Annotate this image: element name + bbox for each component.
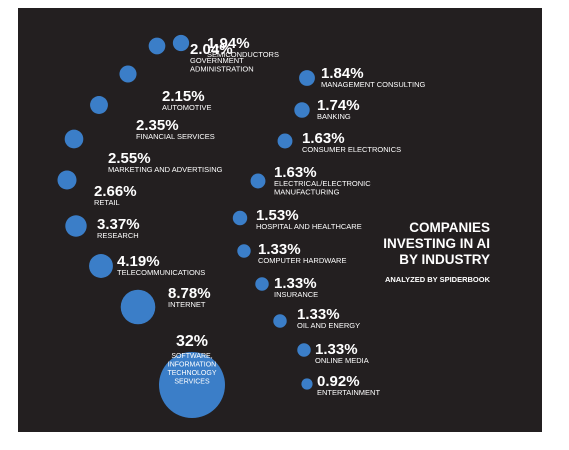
chart-title: COMPANIES (409, 220, 490, 235)
category-label: INFORMATION (168, 362, 216, 369)
bubble (159, 352, 225, 418)
category-label: SEMICONDUCTORS (207, 50, 279, 59)
value-label: 2.35% (136, 117, 179, 134)
category-label: ONLINE MEDIA (315, 356, 369, 365)
category-label: RESEARCH (97, 231, 139, 240)
category-label: ADMINISTRATION (190, 65, 254, 74)
value-label: 1.33% (297, 306, 340, 323)
bubble (89, 254, 113, 278)
bubble (301, 378, 313, 390)
category-label: FINANCIAL SERVICES (136, 132, 215, 141)
bubble (148, 37, 166, 55)
bubble (64, 129, 84, 149)
bubble (119, 65, 137, 83)
value-label: 2.55% (108, 150, 151, 167)
category-label: HOSPITAL AND HEALTHCARE (256, 222, 362, 231)
bubble (232, 210, 248, 226)
value-label: 2.15% (162, 88, 205, 105)
value-label: 1.63% (302, 130, 345, 147)
value-label: 2.04% (190, 41, 233, 58)
value-label: 32% (176, 333, 208, 350)
value-label: 8.78% (168, 285, 211, 302)
chart-background (18, 8, 542, 432)
bubble (237, 244, 251, 258)
category-label: MANAGEMENT CONSULTING (321, 80, 425, 89)
value-label: 1.74% (317, 97, 360, 114)
category-label: INSURANCE (274, 290, 318, 299)
bubble (120, 289, 156, 325)
value-label: 1.33% (274, 275, 317, 292)
bubble (250, 173, 266, 189)
category-label: TECHNOLOGY (167, 370, 216, 377)
value-label: 1.33% (258, 241, 301, 258)
bubble (277, 133, 293, 149)
chart-title: BY INDUSTRY (399, 252, 490, 267)
bubble (90, 96, 108, 114)
category-label: AUTOMOTIVE (162, 103, 211, 112)
bubble (172, 34, 190, 52)
category-label: SERVICES (174, 379, 210, 386)
value-label: 1.84% (321, 65, 364, 82)
bubble (65, 215, 87, 237)
category-label: ELECTRICAL/ELECTRONIC (274, 179, 371, 188)
value-label: 1.94% (207, 35, 250, 52)
category-label: INTERNET (168, 300, 206, 309)
value-label: 2.66% (94, 183, 137, 200)
category-label: RETAIL (94, 198, 120, 207)
chart-title: INVESTING IN AI (383, 236, 490, 251)
value-label: 1.33% (315, 341, 358, 358)
category-label: SOFTWARE, (171, 353, 212, 360)
value-label: 1.53% (256, 207, 299, 224)
bubble (299, 70, 315, 86)
category-label: MANUFACTURING (274, 188, 340, 197)
chart-subtitle: ANALYZED BY SPIDERBOOK (385, 275, 491, 284)
value-label: 4.19% (117, 253, 160, 270)
bubble (273, 314, 287, 328)
value-label: 0.92% (317, 373, 360, 390)
category-label: ENTERTAINMENT (317, 388, 380, 397)
bubble (294, 102, 310, 118)
bubble (297, 343, 311, 357)
category-label: GOVERNMENT (190, 56, 244, 65)
category-label: MARKETING AND ADVERTISING (108, 165, 223, 174)
bubble (255, 277, 269, 291)
value-label: 3.37% (97, 216, 140, 233)
category-label: COMPUTER HARDWARE (258, 256, 346, 265)
value-label: 1.63% (274, 164, 317, 181)
category-label: CONSUMER ELECTRONICS (302, 145, 401, 154)
category-label: BANKING (317, 112, 351, 121)
bubble (57, 170, 77, 190)
category-label: TELECOMMUNICATIONS (117, 268, 205, 277)
category-label: OIL AND ENERGY (297, 321, 360, 330)
